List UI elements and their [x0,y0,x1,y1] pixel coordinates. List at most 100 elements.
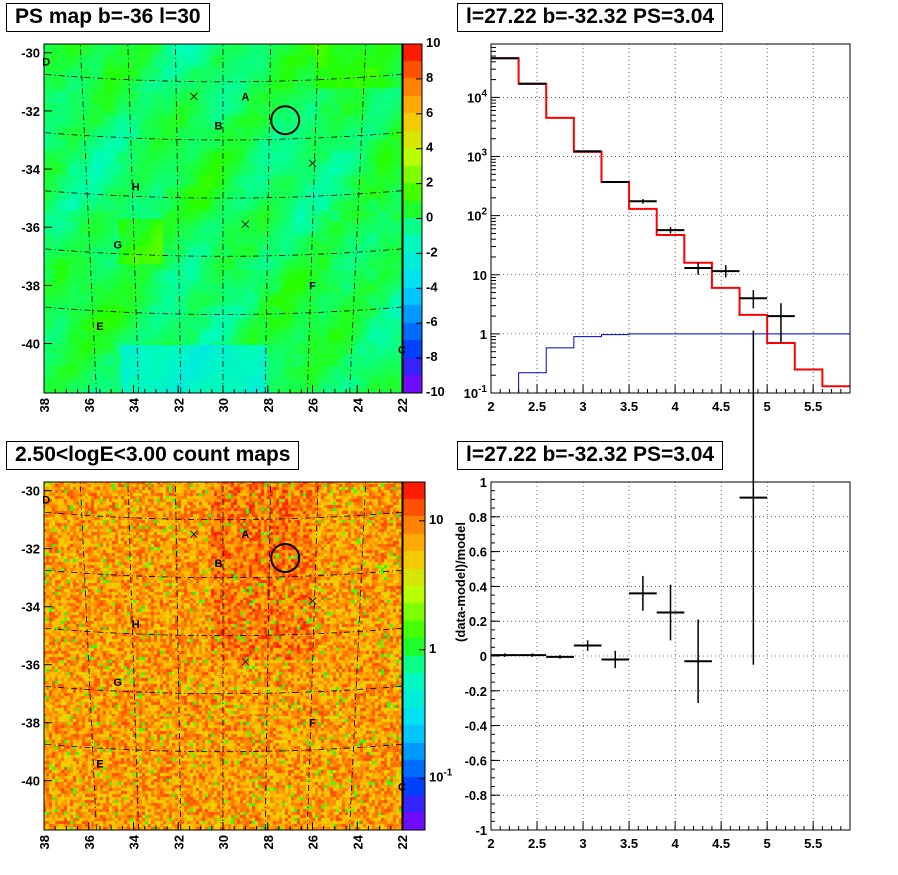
count-map-source-cross [308,597,317,605]
ps-map-colorbar-label: 4 [426,140,434,155]
spectrum-x-tick-label: 3 [579,399,586,414]
ps-map-x-tick-label: 22 [395,398,410,412]
ps-map-source-cross [308,159,317,168]
count-map-colorbar-label: 1 [429,641,436,656]
spectrum-plot: 2 2.5 3 3.5 4 4.5 5 5.5 10-1 1 10 102 103 104 [464,43,851,414]
ps-map-meridian [79,43,97,394]
ps-map-source-label: D [42,56,50,68]
count-map-meridian [349,481,367,831]
residual-y-tick-label: 0.8 [469,510,487,525]
residual-x-tick-label: 4 [671,836,679,851]
count-map-y-tick-label: -36 [21,658,40,673]
ps-map-source-label: C [398,344,406,356]
ps-map-colorbar [403,44,422,393]
ps-map-x-tick-label: 36 [82,398,97,412]
ps-map-x-tick-label: 28 [261,398,276,412]
count-map-meridian [264,481,271,831]
ps-map-colorbar-label: 8 [426,70,433,85]
residual-x-tick-label: 3.5 [620,836,638,851]
count-map-x-tick-label: 30 [216,835,231,849]
residual-y-tick-label: -0.4 [465,719,488,734]
residual-x-tick-label: 2.5 [528,836,546,851]
residual-plot: 2 2.5 3 3.5 4 4.5 5 5.5 -1 -0.8 -0.6 -0.4 -0.2 0 0.2 0.… [453,330,851,851]
count-map-source-label: D [42,494,50,506]
spectrum-x-tick-label: 2.5 [528,399,546,414]
ps-map-x-tick-label: 38 [37,398,52,412]
ps-map-meridian [127,43,140,394]
spectrum-title: l=27.22 b=-32.32 PS=3.04 [457,3,724,32]
count-map-source-label: H [132,619,140,631]
count-map-x-tick-label: 34 [127,834,142,849]
residual-x-tick-label: 2 [487,836,494,851]
count-map-y-tick-label: -30 [21,484,40,499]
count-map-y-tick-label: -38 [21,716,40,731]
ps-map-target-circle [270,105,301,136]
count-map-x-tick-label: 36 [82,835,97,849]
ps-map-x-tick-label: 32 [171,398,186,412]
ps-map-colorbar-label: -8 [426,349,438,364]
ps-map-meridian [264,43,271,394]
count-map-title: 2.50<logE<3.00 count maps [6,441,300,470]
ps-map-y-tick-label: -32 [21,104,40,119]
spectrum-y-tick-label: 10-1 [464,384,488,401]
spectrum-y-tick-label: 10 [473,268,487,283]
ps-map-source-label: B [215,120,223,132]
ps-map-y-tick-label: -30 [21,46,40,61]
count-map-x-tick-label: 26 [306,835,321,849]
residual-y-tick-label: 1 [480,475,487,490]
count-map-y-tick-label: -32 [21,542,40,557]
ps-map-colorbar-label: 0 [426,210,433,225]
ps-map-x-tick-label: 30 [216,398,231,412]
count-map-x-tick-label: 28 [261,835,276,849]
ps-map-colorbar-label: -2 [426,244,438,259]
residual-x-tick-label: 5.5 [804,836,822,851]
ps-map-y-tick-label: -36 [21,220,40,235]
ps-map-meridian [349,43,367,394]
count-map-meridian [127,481,140,831]
ps-map-y-tick-label: -40 [21,337,40,352]
ps-map-overlay: 38 36 34 32 30 28 26 24 22-30-32-34-36-38-40ABCD… [21,35,445,412]
residual-y-tick-label: 0.6 [469,545,487,560]
ps-map-y-tick-label: -38 [21,278,40,293]
ps-map-colorbar-label: -6 [426,314,438,329]
count-map-panel: 38 36 34 32 30 28 26 24 22 -30 -32 -34 -36 -38 -40 A B C D… [0,437,453,875]
residual-x-tick-label: 5 [764,836,771,851]
ps-map-panel: 38 36 34 32 30 28 26 24 22 -30 -32 -34 -36 -38 -40 A B C D… [0,0,449,437]
spectrum-x-tick-label: 4 [671,399,679,414]
ps-map-x-tick-label: 24 [350,397,365,412]
count-map-source-label: C [398,782,406,794]
residual-x-tick-label: 4.5 [712,836,730,851]
ps-map-source-label: A [241,91,249,103]
count-map-colorbar-label: 10-1 [429,768,453,785]
spectrum-y-tick-label: 102 [467,207,487,224]
count-map-meridian [79,481,97,831]
residual-y-tick-label: 0 [480,649,487,664]
ps-map-colorbar-label: -4 [426,279,438,294]
ps-map-colorbar-label: 2 [426,175,433,190]
count-map-source-cross [241,657,250,666]
ps-map-source-label: H [132,182,140,194]
residual-y-tick-label: 0.4 [469,579,488,594]
count-map-x-tick-label: 32 [171,835,186,849]
count-map-x-tick-label: 24 [350,834,365,849]
spectrum-x-tick-label: 3.5 [620,399,638,414]
count-map-x-tick-label: 22 [395,835,410,849]
ps-map-x-tick-label: 26 [306,398,321,412]
count-map-y-tick-label: -34 [21,600,41,615]
residual-y-tick-label: -0.2 [465,684,487,699]
spectrum-y-tick-label: 1 [480,327,487,342]
ps-map-meridian [175,43,182,394]
spectrum-x-tick-label: 5 [764,399,771,414]
residual-y-axis-label: (data-model)/model [453,522,468,642]
ps-map-source-cross [241,220,250,229]
spectrum-x-tick-label: 5.5 [804,399,822,414]
ps-map-colorbar-label: -10 [426,384,445,399]
residual-panel: 2 2.5 3 3.5 4 4.5 5 5.5 -1 -0.8 -0.6 -0.4 -0.2 0 0.2 0.… [449,330,898,875]
spectrum-y-tick-label: 103 [467,148,487,165]
ps-map-title: PS map b=-36 l=30 [6,3,210,32]
ps-map-source-label: E [96,321,103,333]
ps-map-source-label: G [114,240,123,252]
count-map-x-tick-label: 38 [37,835,52,849]
ps-map-colorbar-label: 6 [426,105,433,120]
spectrum-x-tick-label: 2 [487,399,494,414]
